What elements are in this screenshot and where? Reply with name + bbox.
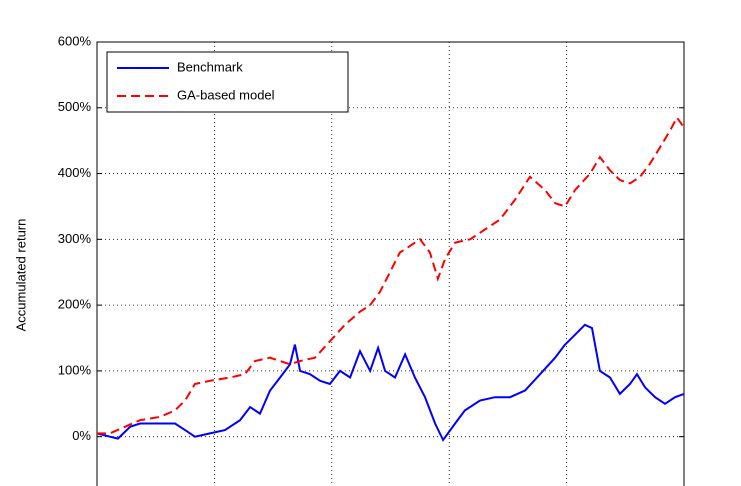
y-tick-label: 300% bbox=[58, 231, 92, 246]
y-axis-label: Accumulated return bbox=[13, 219, 28, 332]
y-tick-label: 400% bbox=[58, 165, 92, 180]
y-tick-label: 200% bbox=[58, 297, 92, 312]
y-tick-label: 500% bbox=[58, 99, 92, 114]
legend-label: Benchmark bbox=[177, 59, 243, 74]
plot-frame bbox=[96, 41, 685, 486]
y-tick-label: 600% bbox=[58, 33, 92, 48]
legend-label: GA-based model bbox=[177, 87, 275, 102]
legend-box bbox=[106, 51, 349, 113]
series-line bbox=[97, 115, 685, 435]
series-line bbox=[96, 323, 685, 442]
y-tick-label: 100% bbox=[58, 362, 92, 377]
y-tick-label: 0% bbox=[72, 428, 91, 443]
